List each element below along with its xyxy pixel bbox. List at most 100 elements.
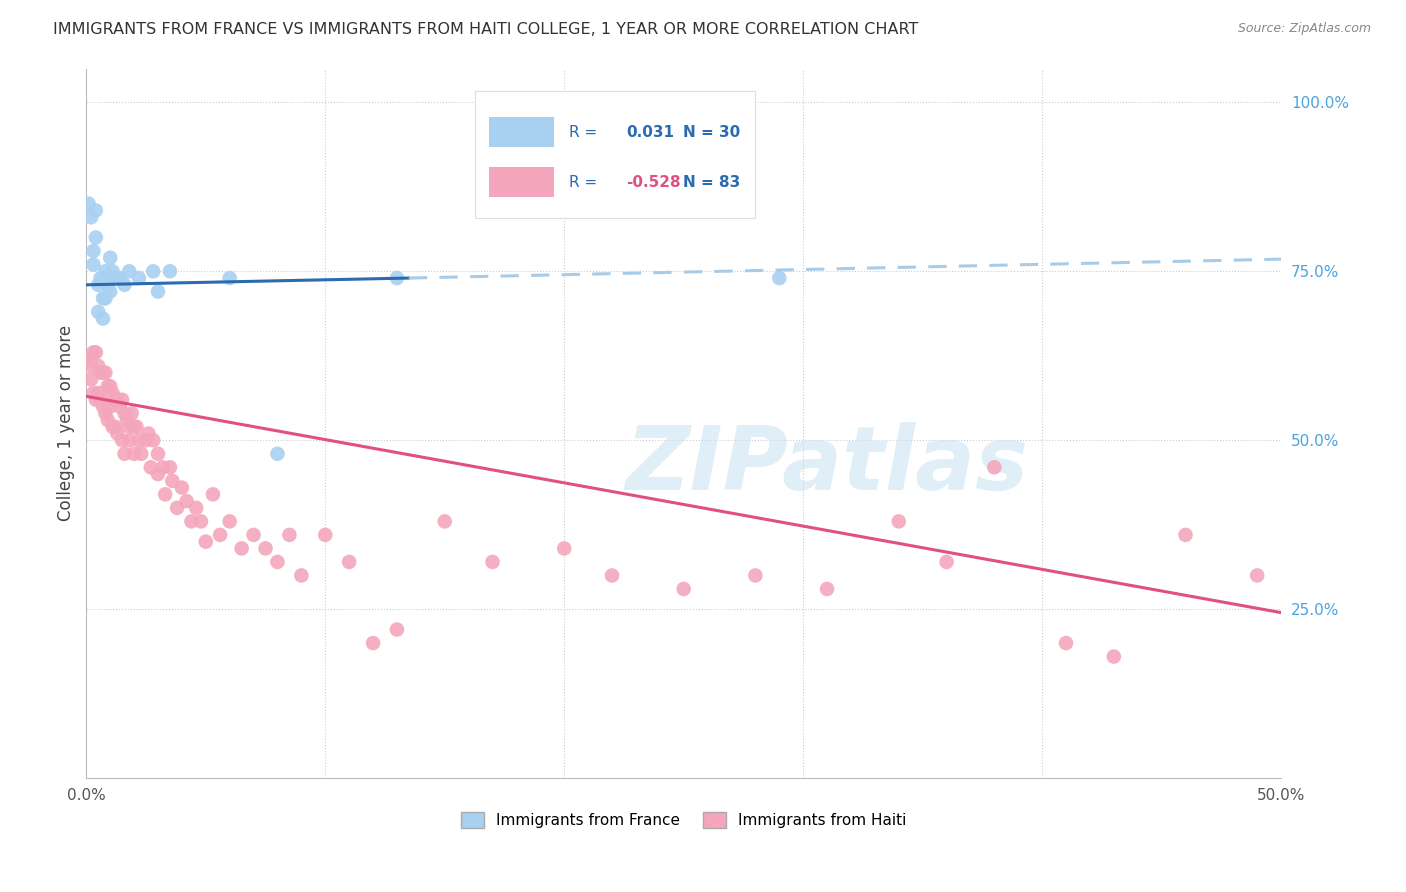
Point	[98, 251, 121, 265]
Point	[82, 386, 104, 401]
Point	[278, 528, 301, 542]
Point	[361, 636, 384, 650]
Point	[90, 271, 112, 285]
Point	[98, 285, 121, 299]
Point	[84, 345, 107, 359]
Point	[114, 447, 136, 461]
Point	[80, 359, 103, 373]
Text: R =: R =	[568, 175, 596, 190]
Point	[139, 460, 162, 475]
Point	[101, 264, 124, 278]
Point	[77, 196, 100, 211]
Point	[815, 582, 838, 596]
Point	[125, 419, 148, 434]
Text: -0.528: -0.528	[626, 175, 681, 190]
Point	[98, 400, 121, 414]
Point	[166, 500, 188, 515]
Point	[90, 366, 112, 380]
Legend: Immigrants from France, Immigrants from Haiti: Immigrants from France, Immigrants from …	[454, 806, 912, 834]
Y-axis label: College, 1 year or more: College, 1 year or more	[58, 326, 75, 522]
Point	[91, 311, 114, 326]
Point	[84, 203, 107, 218]
Point	[142, 434, 165, 448]
Point	[91, 400, 114, 414]
Point	[104, 419, 127, 434]
Point	[108, 400, 131, 414]
Text: IMMIGRANTS FROM FRANCE VS IMMIGRANTS FROM HAITI COLLEGE, 1 YEAR OR MORE CORRELAT: IMMIGRANTS FROM FRANCE VS IMMIGRANTS FRO…	[53, 22, 918, 37]
Point	[600, 568, 623, 582]
Point	[77, 352, 100, 367]
Point	[385, 623, 408, 637]
Point	[97, 379, 120, 393]
Point	[114, 406, 136, 420]
Point	[104, 392, 127, 407]
Point	[121, 406, 143, 420]
Point	[101, 386, 124, 401]
Point	[105, 426, 128, 441]
Point	[87, 277, 110, 292]
Point	[209, 528, 232, 542]
Point	[146, 285, 169, 299]
Point	[87, 359, 110, 373]
Point	[142, 264, 165, 278]
Point	[114, 277, 136, 292]
Point	[768, 271, 790, 285]
Point	[82, 244, 104, 258]
Point	[87, 386, 110, 401]
Point	[146, 447, 169, 461]
Point	[118, 264, 141, 278]
Point	[94, 291, 117, 305]
Point	[242, 528, 264, 542]
Point	[101, 419, 124, 434]
Point	[159, 264, 181, 278]
Point	[94, 264, 117, 278]
Point	[433, 515, 456, 529]
Point	[314, 528, 336, 542]
Point	[91, 366, 114, 380]
Point	[97, 277, 120, 292]
Point	[935, 555, 957, 569]
Point	[108, 271, 131, 285]
Point	[218, 271, 240, 285]
Text: 0.031: 0.031	[626, 125, 673, 140]
Point	[128, 271, 150, 285]
FancyBboxPatch shape	[489, 167, 554, 197]
Point	[128, 434, 150, 448]
Point	[481, 555, 503, 569]
Point	[290, 568, 312, 582]
Point	[744, 568, 766, 582]
Point	[91, 291, 114, 305]
Point	[105, 271, 128, 285]
Point	[82, 258, 104, 272]
Point	[84, 230, 107, 244]
Point	[80, 211, 103, 225]
Point	[98, 379, 121, 393]
Point	[201, 487, 224, 501]
Point	[983, 460, 1005, 475]
Point	[254, 541, 277, 556]
Point	[190, 515, 212, 529]
Point	[122, 419, 145, 434]
Point	[1102, 649, 1125, 664]
Point	[94, 366, 117, 380]
Point	[180, 515, 202, 529]
Point	[105, 392, 128, 407]
Point	[129, 447, 152, 461]
Point	[84, 392, 107, 407]
Point	[122, 447, 145, 461]
Point	[111, 392, 134, 407]
Point	[337, 555, 360, 569]
Point	[170, 481, 193, 495]
Point	[146, 467, 169, 481]
Point	[97, 413, 120, 427]
Point	[104, 271, 127, 285]
Point	[94, 406, 117, 420]
Text: N = 83: N = 83	[683, 175, 741, 190]
Point	[153, 487, 176, 501]
Point	[111, 434, 134, 448]
Text: Source: ZipAtlas.com: Source: ZipAtlas.com	[1237, 22, 1371, 36]
Point	[218, 515, 240, 529]
Point	[1174, 528, 1197, 542]
Point	[176, 494, 198, 508]
Point	[194, 534, 217, 549]
